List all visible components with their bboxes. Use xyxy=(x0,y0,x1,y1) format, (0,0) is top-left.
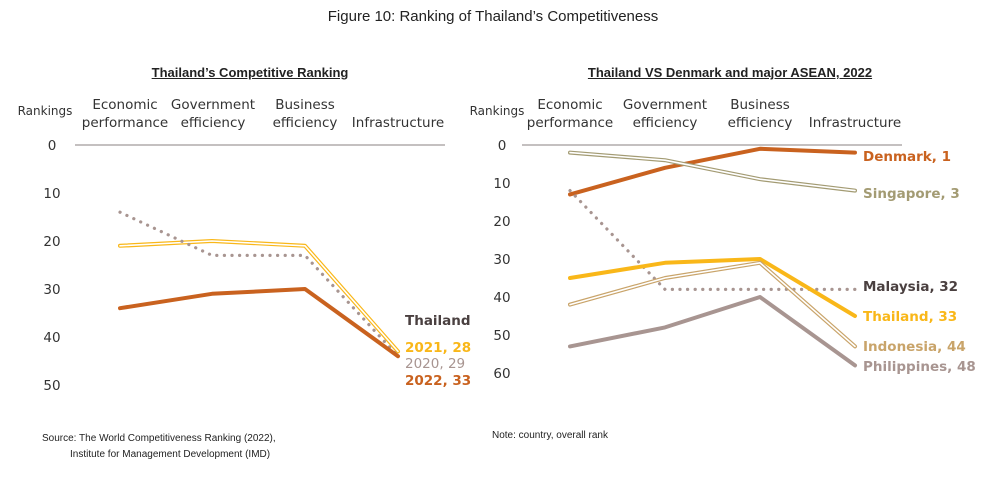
right-series-singapore-label: Singapore, 3 xyxy=(863,186,960,202)
left-series-2020-label: 2020, 29 xyxy=(405,356,465,372)
right-series-singapore-line-inner xyxy=(569,151,856,192)
left-category-label: efficiency xyxy=(273,115,338,131)
note-text: Note: country, overall rank xyxy=(492,430,608,441)
right-y-tick-label: 30 xyxy=(493,252,510,268)
right-category-label: Economic xyxy=(537,97,602,113)
right-y-tick-label: 10 xyxy=(493,176,510,192)
right-category-label: Government xyxy=(623,97,707,113)
left-legend-header: Thailand xyxy=(405,313,471,329)
right-series-thailand-line xyxy=(568,257,857,318)
right-category-label: efficiency xyxy=(728,115,793,131)
left-series-2022-label: 2022, 33 xyxy=(405,373,471,389)
left-series-2022-line xyxy=(118,287,400,359)
left-category-label: efficiency xyxy=(181,115,246,131)
left-category-label: Business xyxy=(275,97,335,113)
right-y-tick-label: 0 xyxy=(498,138,507,154)
left-category-label: performance xyxy=(82,115,168,131)
left-chart-title: Thailand’s Competitive Ranking xyxy=(151,65,349,80)
right-series-philippines-line xyxy=(568,295,857,368)
right-series-thailand-label: Thailand, 33 xyxy=(863,309,957,325)
right-y-tick-label: 20 xyxy=(493,214,510,230)
source-line-1: Source: The World Competitiveness Rankin… xyxy=(42,433,276,444)
left-series-2021-line xyxy=(118,239,400,354)
right-series-philippines-label: Philippines, 48 xyxy=(863,359,976,375)
left-y-tick-label: 30 xyxy=(43,282,60,298)
left-y-axis-label: Rankings xyxy=(18,104,73,118)
left-series-2021-label: 2021, 28 xyxy=(405,340,471,356)
left-y-tick-label: 10 xyxy=(43,186,60,202)
left-series-2020-line xyxy=(118,210,400,358)
left-category-label: Government xyxy=(171,97,255,113)
right-y-tick-label: 40 xyxy=(493,290,510,306)
left-y-tick-label: 20 xyxy=(43,234,60,250)
right-series-malaysia-label: Malaysia, 32 xyxy=(863,279,958,295)
right-y-tick-label: 60 xyxy=(493,366,510,382)
right-series-indonesia-label: Indonesia, 44 xyxy=(863,339,966,355)
source-line-2: Institute for Management Development (IM… xyxy=(70,449,271,460)
right-category-label: performance xyxy=(527,115,613,131)
left-y-tick-label: 0 xyxy=(48,138,57,154)
right-chart-title: Thailand VS Denmark and major ASEAN, 202… xyxy=(587,65,873,80)
left-category-label: Economic xyxy=(92,97,157,113)
right-category-label: efficiency xyxy=(633,115,698,131)
left-series-2021-line-inner xyxy=(119,240,399,353)
right-series-denmark-label: Denmark, 1 xyxy=(863,149,951,165)
right-y-tick-label: 50 xyxy=(493,328,510,344)
left-category-label: Infrastructure xyxy=(352,115,444,131)
right-series-indonesia-line-inner xyxy=(569,261,856,348)
right-category-label: Business xyxy=(730,97,790,113)
right-series-denmark-line xyxy=(568,146,857,197)
right-series-malaysia-line xyxy=(568,189,857,291)
left-y-tick-label: 40 xyxy=(43,330,60,346)
right-y-axis-label: Rankings xyxy=(470,104,525,118)
figure-title: Figure 10: Ranking of Thailand’s Competi… xyxy=(327,8,659,25)
right-category-label: Infrastructure xyxy=(809,115,901,131)
left-y-tick-label: 50 xyxy=(43,378,60,394)
